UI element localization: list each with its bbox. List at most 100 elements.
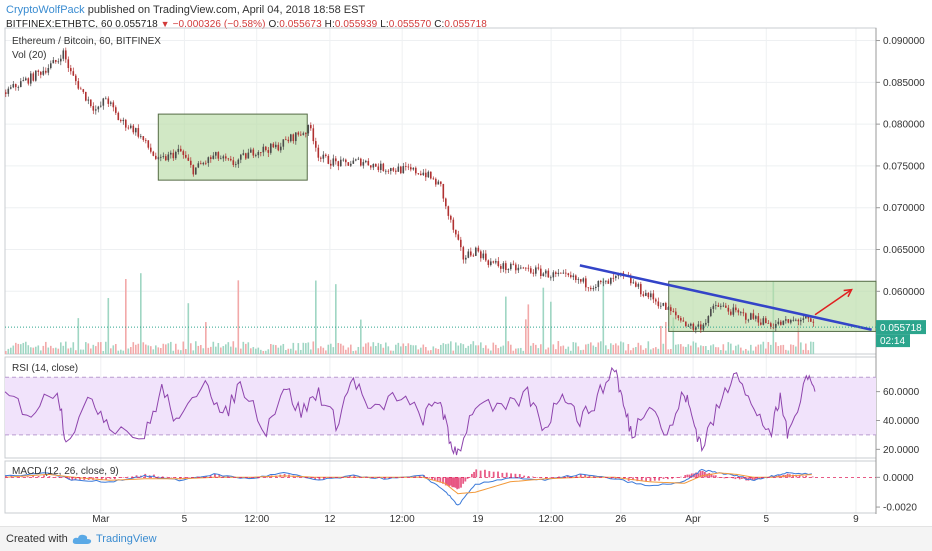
candle-body [557,272,560,274]
candle-body [300,134,302,136]
volume-bar [125,279,127,354]
candle-body [615,275,617,279]
macd-hist-bar [170,477,173,478]
volume-bar [682,346,685,354]
candle-body [40,71,42,75]
candle-body [247,152,250,159]
volume-bar [225,344,227,354]
macd-hist-bar [695,472,698,478]
volume-bar [505,296,507,354]
candle-body [287,139,290,142]
volume-bar [565,348,567,354]
macd-hist-bar [451,477,454,488]
volume-bar [187,303,190,354]
candle-body [415,167,417,174]
candle-body [240,154,242,160]
macd-hist-bar [79,477,81,480]
candle-body [420,173,422,176]
highlight-box [157,113,308,181]
candle-body [160,156,162,158]
volume-bar [140,273,142,354]
candle-body [12,84,15,88]
macd-hist-bar [183,477,186,479]
macd-hist-bar [444,477,447,486]
annotation-lines[interactable] [5,264,876,331]
candle-body [570,275,572,278]
macd-hist-bar [161,476,164,478]
volume-bar [237,280,240,354]
macd-hist-bar [248,477,251,479]
candle-body [182,151,185,155]
candle-body [380,163,382,170]
volume-bar [570,350,572,354]
candle-body [670,307,672,312]
candle-body [347,162,350,166]
candle-body [530,268,532,273]
ytick-label: 0.090000 [883,36,925,47]
candle-body [407,166,410,168]
candle-body [272,143,275,148]
candle-body [640,284,642,295]
candle-body [147,140,150,148]
rsi-title: RSI (14, close) [12,363,78,374]
chart-canvas[interactable]: 0.090000 0.085000 0.080000 0.075000 0.070000… [0,0,932,526]
tradingview-brand[interactable]: TradingView [96,533,157,545]
macd-hist-bar [758,477,761,479]
macd-hist-bar [708,472,711,478]
low-label: L: [380,19,389,30]
candle-body [385,170,387,172]
candle-body [562,272,565,274]
volume-bar [692,341,695,354]
candle-body [732,307,735,315]
volume-bar [690,345,692,354]
macd-hist-bar [751,477,754,481]
candle-body [740,312,742,314]
volume-bar [165,344,167,354]
ytick-label: 0.075000 [883,161,925,172]
candle-body [580,279,582,282]
volume-bar [315,280,317,354]
volume-bar [327,344,330,354]
candle-body [212,155,215,159]
author-link[interactable]: CryptoWolfPack [6,4,85,16]
volume-bar [787,350,790,354]
macd-hist-bar [771,475,774,478]
candle-body [310,125,312,129]
volume-bar [700,345,702,354]
macd-hist-bar [227,475,229,478]
candle-body [595,286,597,289]
volume-bar [732,350,735,354]
volume-bar [230,346,232,354]
candle-body [170,152,172,155]
volume-bar [482,347,485,354]
volume-bar [100,342,102,354]
candle-body [532,272,535,274]
volume-bar [80,349,82,354]
candle-body [30,73,32,84]
volume-bar [587,343,590,354]
volume-bar [745,348,747,354]
macd-hist-bar [473,471,475,478]
candle-body [200,163,202,165]
candle-body [90,99,92,107]
volume-bar [640,345,642,354]
macd-hist-bar [436,477,439,481]
volume-bar [150,346,152,354]
volume-bar [22,342,25,354]
macd-hist-bar [545,477,547,479]
candle-body [782,320,785,325]
macd-hist-bar [798,475,801,478]
volume-bar [707,349,710,354]
candle-body [357,158,360,160]
macd-hist-bar [510,473,512,478]
candle-body [217,152,220,159]
candle-body [695,326,697,330]
volume-bar [10,347,12,354]
macd-hist-bar [266,477,269,478]
macd-hist-bar [5,475,7,478]
macd-hist-bar [645,477,647,482]
volume-bar [252,347,255,354]
candle-body [445,198,447,207]
volume-bar [557,341,560,354]
volume-bar [305,343,307,354]
